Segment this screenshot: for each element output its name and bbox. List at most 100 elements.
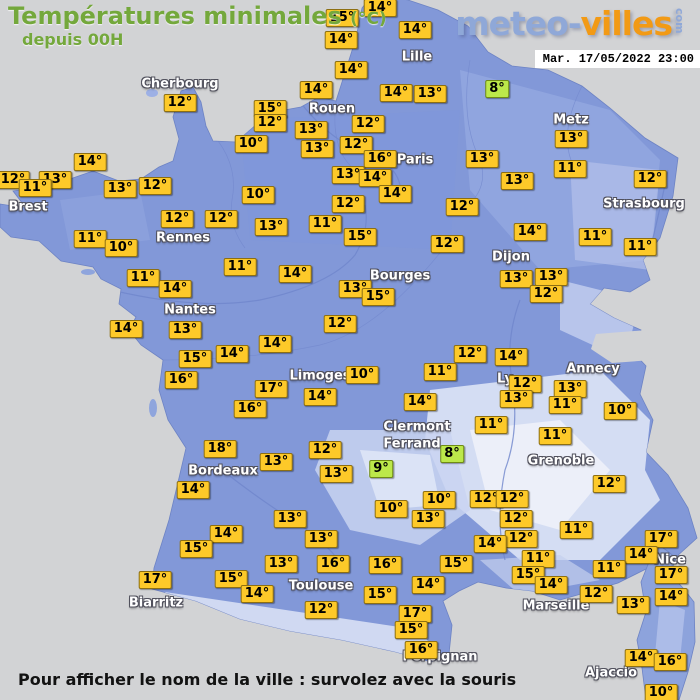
temp-badge[interactable]: 11°	[553, 160, 587, 178]
temp-badge[interactable]: 14°	[398, 21, 432, 39]
temp-badge[interactable]: 15°	[361, 288, 395, 306]
temp-badge[interactable]: 14°	[158, 280, 192, 298]
meteo-villes-logo[interactable]: meteo- villes com	[455, 4, 686, 43]
temp-badge[interactable]: 13°	[499, 390, 533, 408]
temp-badge[interactable]: 13°	[499, 270, 533, 288]
temp-badge[interactable]: 11°	[548, 396, 582, 414]
temp-badge[interactable]: 14°	[473, 535, 507, 553]
temp-badge[interactable]: 8°	[485, 80, 509, 98]
temp-badge[interactable]: 12°	[499, 510, 533, 528]
temp-badge[interactable]: 13°	[304, 530, 338, 548]
temp-badge[interactable]: 12°	[453, 345, 487, 363]
temp-badge[interactable]: 14°	[494, 348, 528, 366]
temp-badge[interactable]: 12°	[339, 136, 373, 154]
temp-badge[interactable]: 11°	[474, 416, 508, 434]
temp-badge[interactable]: 15°	[394, 621, 428, 639]
temp-badge[interactable]: 8°	[440, 445, 464, 463]
temp-badge[interactable]: 12°	[351, 115, 385, 133]
temp-badge[interactable]: 17°	[644, 530, 678, 548]
temp-badge[interactable]: 14°	[624, 546, 658, 564]
temp-badge[interactable]: 9°	[369, 460, 393, 478]
temp-badge[interactable]: 11°	[223, 258, 257, 276]
temp-badge[interactable]: 13°	[319, 465, 353, 483]
temp-badge[interactable]: 16°	[363, 150, 397, 168]
temp-badge[interactable]: 14°	[258, 335, 292, 353]
temp-badge[interactable]: 13°	[259, 453, 293, 471]
temp-badge[interactable]: 12°	[579, 585, 613, 603]
temp-badge[interactable]: 11°	[73, 230, 107, 248]
temp-badge[interactable]: 13°	[465, 150, 499, 168]
temp-badge[interactable]: 14°	[209, 525, 243, 543]
temp-badge[interactable]: 15°	[178, 350, 212, 368]
temp-badge[interactable]: 13°	[411, 510, 445, 528]
temp-badge[interactable]: 15°	[214, 570, 248, 588]
temp-badge[interactable]: 13°	[331, 166, 365, 184]
temp-badge[interactable]: 11°	[423, 363, 457, 381]
temp-badge[interactable]: 14°	[240, 585, 274, 603]
temp-badge[interactable]: 10°	[644, 684, 678, 700]
temp-badge[interactable]: 12°	[469, 490, 503, 508]
temp-badge[interactable]: 11°	[308, 215, 342, 233]
temp-badge[interactable]: 12°	[508, 375, 542, 393]
temp-badge[interactable]: 11°	[559, 521, 593, 539]
temp-badge[interactable]: 14°	[299, 81, 333, 99]
temp-badge[interactable]: 14°	[534, 576, 568, 594]
temp-badge[interactable]: 13°	[534, 268, 568, 286]
temp-badge[interactable]: 14°	[654, 588, 688, 606]
temp-badge[interactable]: 12°	[495, 490, 529, 508]
temp-badge[interactable]: 16°	[653, 653, 687, 671]
temp-badge[interactable]: 14°	[109, 320, 143, 338]
temp-badge[interactable]: 12°	[445, 198, 479, 216]
temp-badge[interactable]: 14°	[403, 393, 437, 411]
temp-badge[interactable]: 14°	[278, 265, 312, 283]
temp-badge[interactable]: 15°	[343, 228, 377, 246]
temp-badge[interactable]: 12°	[323, 315, 357, 333]
temp-badge[interactable]: 13°	[168, 321, 202, 339]
temp-badge[interactable]: 11°	[538, 427, 572, 445]
temp-badge[interactable]: 10°	[234, 135, 268, 153]
temp-badge[interactable]: 15°	[439, 555, 473, 573]
temp-badge[interactable]: 13°	[554, 130, 588, 148]
temp-badge[interactable]: 15°	[325, 9, 359, 27]
temp-badge[interactable]: 12°	[204, 210, 238, 228]
temp-badge[interactable]: 14°	[176, 481, 210, 499]
temp-badge[interactable]: 12°	[504, 530, 538, 548]
temp-badge[interactable]: 10°	[374, 500, 408, 518]
temp-badge[interactable]: 14°	[334, 61, 368, 79]
temp-badge[interactable]: 15°	[363, 586, 397, 604]
temp-badge[interactable]: 13°	[294, 121, 328, 139]
temp-badge[interactable]: 14°	[411, 576, 445, 594]
temp-badge[interactable]: 12°	[138, 177, 172, 195]
temp-badge[interactable]: 10°	[241, 186, 275, 204]
temp-badge[interactable]: 14°	[358, 169, 392, 187]
temp-badge[interactable]: 14°	[379, 84, 413, 102]
temp-badge[interactable]: 11°	[18, 179, 52, 197]
temp-badge[interactable]: 14°	[378, 185, 412, 203]
temp-badge[interactable]: 13°	[616, 596, 650, 614]
temp-badge[interactable]: 13°	[553, 380, 587, 398]
temp-badge[interactable]: 12°	[253, 114, 287, 132]
temp-badge[interactable]: 14°	[215, 345, 249, 363]
temp-badge[interactable]: 13°	[103, 180, 137, 198]
temp-badge[interactable]: 16°	[233, 400, 267, 418]
temp-badge[interactable]: 14°	[624, 649, 658, 667]
temp-badge[interactable]: 17°	[654, 566, 688, 584]
temp-badge[interactable]: 10°	[104, 239, 138, 257]
temp-badge[interactable]: 11°	[592, 560, 626, 578]
temp-badge[interactable]: 16°	[316, 555, 350, 573]
temp-badge[interactable]: 11°	[578, 228, 612, 246]
temp-badge[interactable]: 14°	[363, 0, 397, 17]
temp-badge[interactable]: 13°	[254, 218, 288, 236]
temp-badge[interactable]: 12°	[304, 601, 338, 619]
temp-badge[interactable]: 13°	[273, 510, 307, 528]
temp-badge[interactable]: 13°	[413, 85, 447, 103]
temp-badge[interactable]: 12°	[308, 441, 342, 459]
temp-badge[interactable]: 12°	[633, 170, 667, 188]
temp-badge[interactable]: 18°	[203, 440, 237, 458]
temp-badge[interactable]: 12°	[331, 195, 365, 213]
temp-badge[interactable]: 16°	[164, 371, 198, 389]
temp-badge[interactable]: 15°	[253, 100, 287, 118]
temp-badge[interactable]: 13°	[300, 140, 334, 158]
temp-badge[interactable]: 16°	[368, 556, 402, 574]
temp-badge[interactable]: 12°	[163, 94, 197, 112]
